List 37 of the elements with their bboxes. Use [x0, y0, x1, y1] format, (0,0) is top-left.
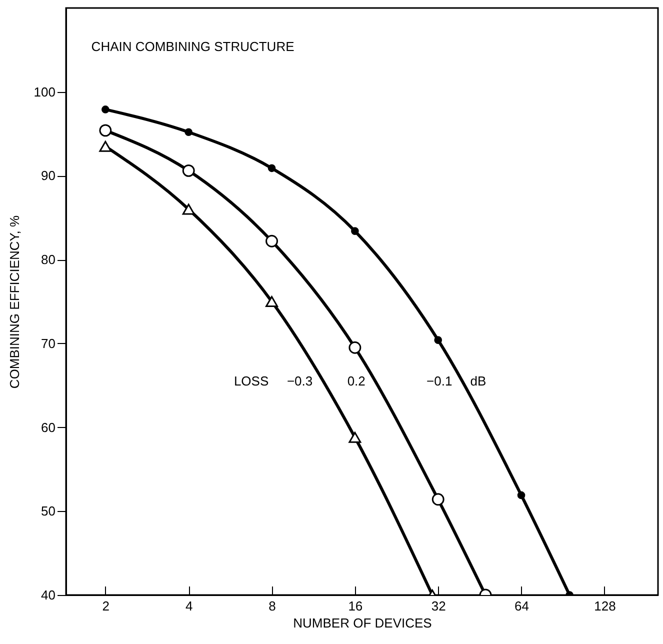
point	[99, 124, 112, 137]
text: CHAIN COMBINING STRUCTURE	[91, 39, 295, 54]
series-label: −0.3	[286, 373, 313, 388]
y-tick-label: 90	[41, 168, 56, 184]
point	[268, 164, 276, 172]
annotation: dB	[470, 373, 486, 388]
x-tick-label: 128	[594, 598, 616, 614]
series-label: −0.1	[426, 373, 452, 388]
x-axis-title: NUMBER OF DEVICES	[293, 616, 432, 630]
y-tick-label: 80	[41, 252, 56, 268]
y-tick-label: 60	[41, 420, 56, 435]
point	[266, 234, 278, 248]
point	[351, 227, 359, 235]
y-tick-label: 50	[41, 504, 56, 519]
point	[182, 164, 195, 177]
point	[348, 341, 362, 354]
x-tick-label: 8	[268, 598, 276, 614]
y-tick-label: 40	[41, 588, 56, 602]
series-label: 0.2	[347, 373, 366, 388]
point	[434, 336, 442, 344]
point	[184, 128, 192, 136]
y-tick-label: 100	[34, 84, 56, 100]
x-tick-label: 2	[102, 598, 110, 614]
point	[182, 204, 195, 215]
point	[102, 106, 110, 114]
y-axis-title: COMBINING EFFICIENCY, %	[6, 215, 22, 389]
point	[517, 491, 526, 500]
point	[348, 432, 362, 443]
y-tick-label: 70	[41, 336, 56, 351]
point	[99, 140, 112, 152]
x-tick-label: 16	[348, 598, 363, 614]
annotation: LOSS	[234, 373, 269, 388]
point	[432, 493, 444, 506]
x-tick-label: 4	[185, 598, 193, 614]
x-tick-label: 32	[431, 598, 446, 614]
x-tick-label: 64	[514, 598, 530, 614]
point	[266, 296, 278, 307]
